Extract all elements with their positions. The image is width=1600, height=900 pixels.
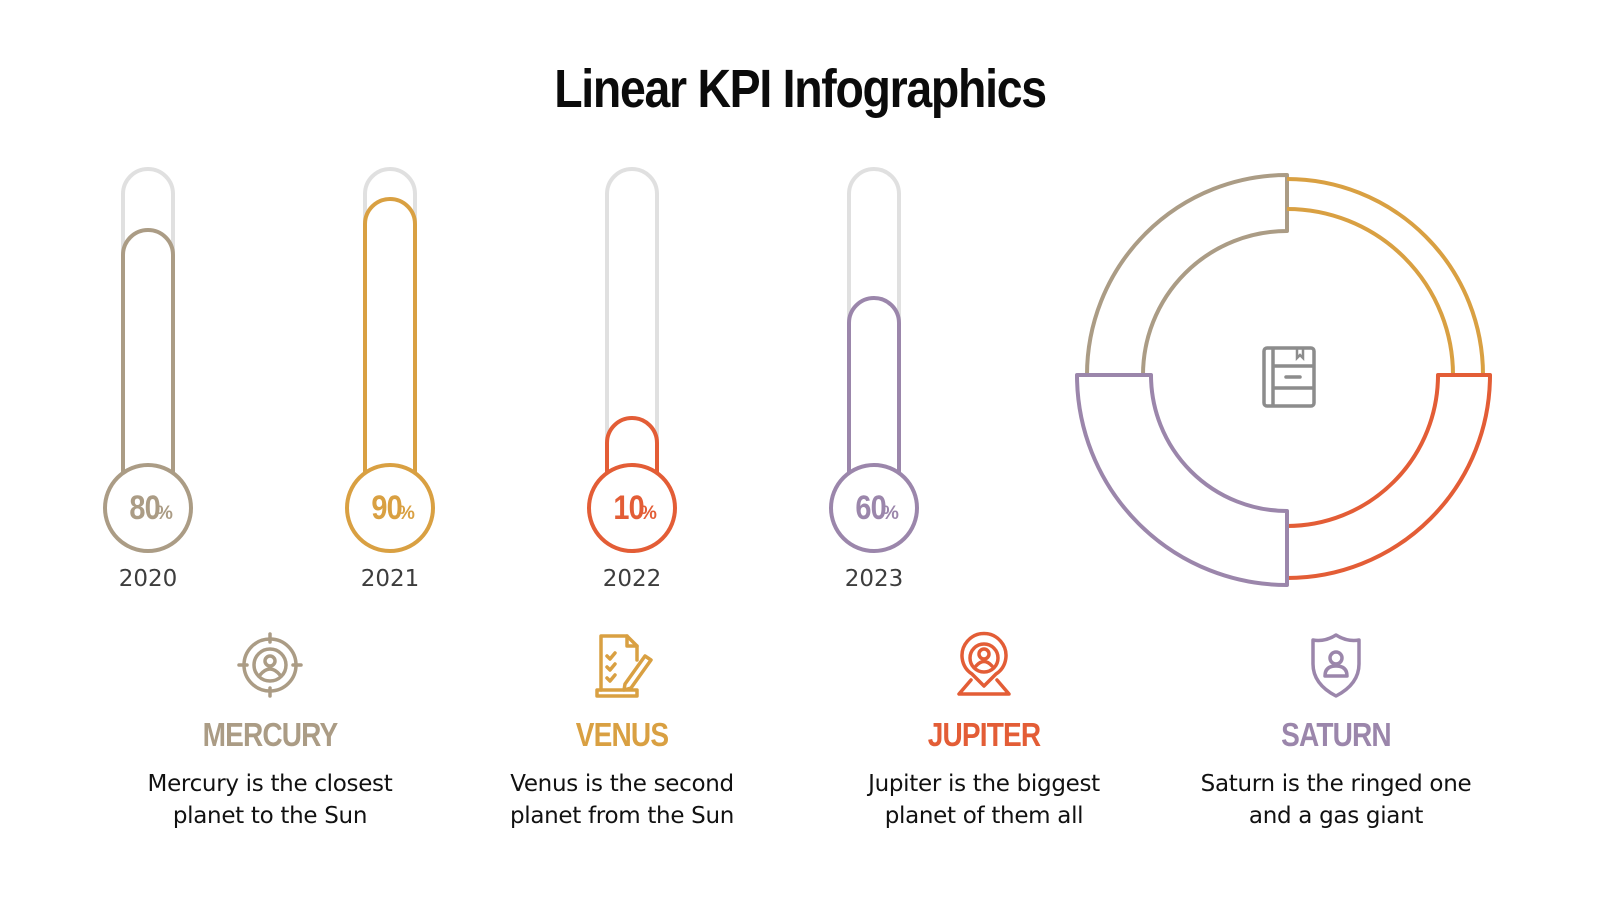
donut-segment-saturn <box>1075 373 1289 587</box>
target-user-icon <box>237 632 303 698</box>
planet-desc-saturn: Saturn is the ringed one and a gas giant <box>1200 771 1472 829</box>
kpi-value-2021: 90% <box>371 489 414 527</box>
thermometer-2021 <box>345 167 435 553</box>
planet-name-venus: VENUS <box>575 716 669 753</box>
card-jupiter: JUPITER Jupiter is the biggest planet of… <box>824 630 1144 832</box>
page-title: Linear KPI Infographics <box>554 59 1047 119</box>
year-label-2022: 2022 <box>602 566 662 592</box>
donut-segment-jupiter <box>1286 373 1492 580</box>
kpi-value-2023: 60% <box>855 489 898 527</box>
planet-name-mercury: MERCURY <box>202 716 339 753</box>
card-venus: VENUS Venus is the second planet from th… <box>462 630 782 832</box>
card-saturn: SATURN Saturn is the ringed one and a ga… <box>1176 630 1496 832</box>
kpi-value-2022: 10% <box>613 489 656 527</box>
planet-desc-jupiter: Jupiter is the biggest planet of them al… <box>868 771 1100 829</box>
donut-segment-mercury <box>1085 173 1289 376</box>
thermometer-2020 <box>103 167 193 553</box>
planet-name-jupiter: JUPITER <box>927 716 1041 753</box>
shield-user-icon <box>1311 633 1361 698</box>
kpi-value-2020: 80% <box>129 489 172 527</box>
planet-desc-venus: Venus is the second planet from the Sun <box>509 771 735 829</box>
card-mercury: MERCURY Mercury is the closest planet to… <box>110 630 430 832</box>
book-icon <box>1262 346 1316 408</box>
year-label-2023: 2023 <box>844 566 904 592</box>
year-label-2020: 2020 <box>118 566 178 592</box>
checklist-pencil-icon <box>595 634 653 698</box>
year-label-2021: 2021 <box>360 566 420 592</box>
thermometer-2023 <box>829 167 919 553</box>
thermometer-2022 <box>587 167 677 553</box>
planet-desc-mercury: Mercury is the closest planet to the Sun <box>147 771 393 829</box>
donut-segment-venus <box>1286 177 1485 376</box>
planet-name-saturn: SATURN <box>1281 716 1392 753</box>
location-user-icon <box>957 631 1011 696</box>
